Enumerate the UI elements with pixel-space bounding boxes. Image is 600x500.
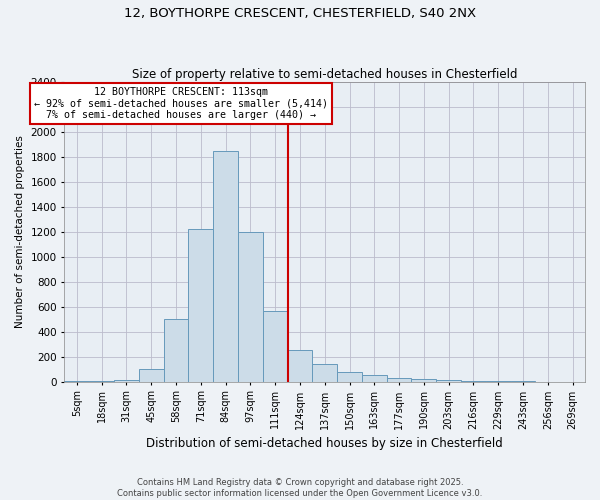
Bar (313, 364, 337, 382)
Bar (139, 369, 164, 382)
Title: Size of property relative to semi-detached houses in Chesterfield: Size of property relative to semi-detach… (132, 68, 517, 81)
Bar (362, 376, 386, 382)
Bar (412, 379, 436, 382)
Bar (386, 378, 412, 382)
X-axis label: Distribution of semi-detached houses by size in Chesterfield: Distribution of semi-detached houses by … (146, 437, 503, 450)
Y-axis label: Number of semi-detached properties: Number of semi-detached properties (15, 136, 25, 328)
Bar (114, 380, 139, 382)
Bar (337, 372, 362, 382)
Bar (213, 151, 238, 382)
Bar (436, 380, 461, 382)
Bar (164, 320, 188, 382)
Bar (89, 380, 114, 382)
Text: 12 BOYTHORPE CRESCENT: 113sqm
← 92% of semi-detached houses are smaller (5,414)
: 12 BOYTHORPE CRESCENT: 113sqm ← 92% of s… (34, 87, 328, 120)
Text: 12, BOYTHORPE CRESCENT, CHESTERFIELD, S40 2NX: 12, BOYTHORPE CRESCENT, CHESTERFIELD, S4… (124, 8, 476, 20)
Bar (461, 381, 486, 382)
Bar (238, 232, 263, 382)
Text: Contains HM Land Registry data © Crown copyright and database right 2025.
Contai: Contains HM Land Registry data © Crown c… (118, 478, 482, 498)
Bar (188, 230, 213, 382)
Bar (287, 350, 313, 382)
Bar (263, 310, 287, 382)
